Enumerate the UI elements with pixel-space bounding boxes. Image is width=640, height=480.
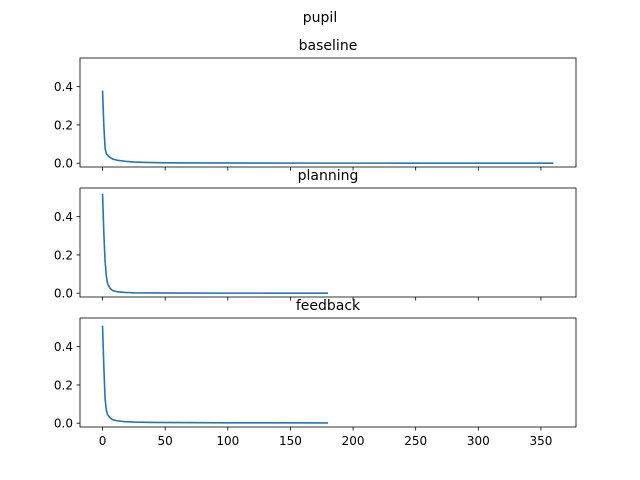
y-tick-label: 0.2 (54, 118, 73, 132)
series-line (101, 193, 329, 294)
x-tick-label: 100 (216, 434, 239, 448)
x-tick-label: 300 (467, 434, 490, 448)
y-tick-label: 0.0 (54, 287, 73, 301)
subplot-planning: planning 0.0 0.2 0.4 (54, 168, 577, 301)
x-tick-label: 0 (99, 434, 107, 448)
axes-frame (79, 57, 577, 168)
y-tick-label: 0.4 (54, 210, 73, 224)
subplot-title: planning (298, 168, 359, 184)
y-tick-label: 0.4 (54, 340, 73, 354)
figure-suptitle: pupil (303, 10, 337, 26)
y-tick-label: 0.4 (54, 80, 73, 94)
x-tick-label: 250 (404, 434, 427, 448)
y-tick-label: 0.0 (54, 417, 73, 431)
axes-frame (79, 317, 577, 428)
x-tick-label: 150 (279, 434, 302, 448)
subplot-panels: baseline0.00.20.4planning0.00.20.4feedba… (54, 38, 577, 448)
x-tick-label: 200 (342, 434, 365, 448)
axes-frame (79, 187, 577, 298)
subplot-baseline: baseline 0.0 0.2 0.4 (54, 38, 577, 171)
subplot-feedback: feedback 0.0 0.2 0.4 0 50 100 150 200 250 300 350 (54, 298, 577, 448)
series-line (101, 325, 329, 424)
x-tick-label: 350 (529, 434, 552, 448)
y-tick-label: 0.2 (54, 248, 73, 262)
x-tick-label: 50 (158, 434, 173, 448)
series-line (101, 90, 554, 164)
y-tick-label: 0.0 (54, 157, 73, 171)
subplot-title: feedback (296, 298, 361, 314)
subplot-title: baseline (299, 38, 358, 54)
y-tick-label: 0.2 (54, 378, 73, 392)
